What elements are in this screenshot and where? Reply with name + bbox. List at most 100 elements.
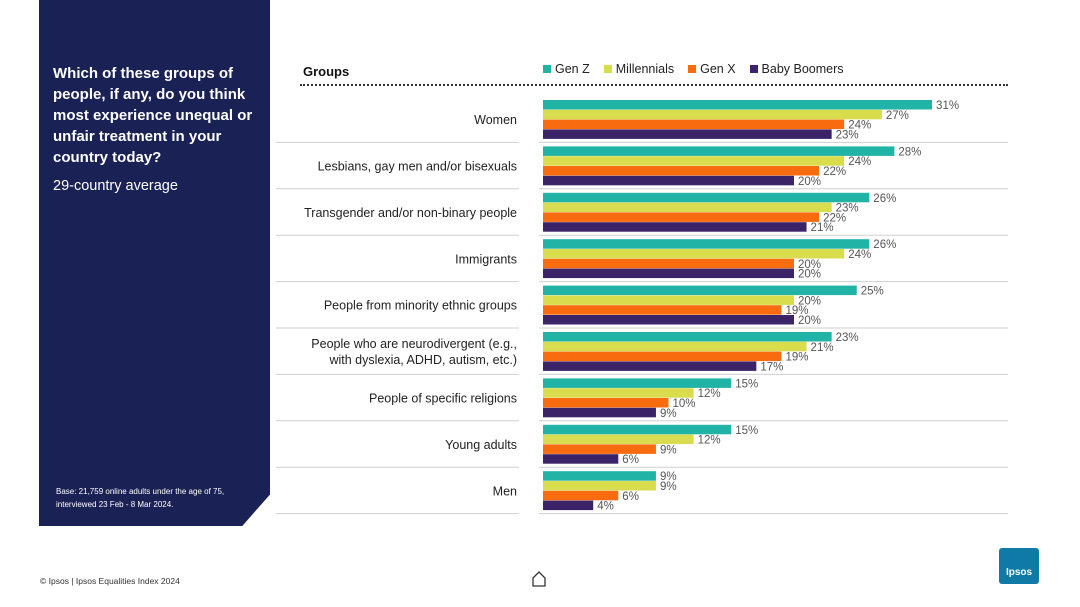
ipsos-logo <box>999 548 1039 584</box>
category-label: Young adults <box>445 438 517 452</box>
bar-baby-boomers-transgender-and-or-non-binary-people <box>543 222 807 232</box>
value-label-baby-boomers-immigrants: 20% <box>798 269 821 281</box>
value-label-gen-x-transgender-and-or-non-binary-people: 22% <box>823 212 846 224</box>
value-label-gen-x-immigrants: 20% <box>798 259 821 271</box>
value-label-baby-boomers-men: 4% <box>597 501 614 513</box>
value-label-baby-boomers-young-adults: 6% <box>622 454 639 466</box>
legend-item-millennials: Millennials <box>603 62 675 76</box>
bar-millennials-women <box>543 109 882 120</box>
bar-baby-boomers-people-who-are-neurodivergent-e-g-with-dyslexia-adhd-autism-etc <box>543 361 757 371</box>
bar-gen-z-lesbians-gay-men-and-or-bisexuals <box>543 146 895 156</box>
value-label-millennials-people-from-minority-ethnic-groups: 20% <box>798 295 821 307</box>
ipsos-logo-text: Ipsos <box>1005 567 1033 578</box>
bar-millennials-men <box>543 481 656 491</box>
value-label-baby-boomers-people-who-are-neurodivergent-e-g-with-dyslexia-adhd-autism-etc: 17% <box>760 361 783 373</box>
value-label-baby-boomers-women: 23% <box>836 129 859 141</box>
bar-millennials-lesbians-gay-men-and-or-bisexuals <box>543 156 845 166</box>
value-label-millennials-immigrants: 24% <box>848 249 871 261</box>
bar-gen-z-people-of-specific-religions <box>543 378 732 388</box>
bar-baby-boomers-lesbians-gay-men-and-or-bisexuals <box>543 175 794 186</box>
legend-item-baby-boomers: Baby Boomers <box>749 62 844 76</box>
category-label: Lesbians, gay men and/or bisexuals <box>318 160 517 174</box>
bar-baby-boomers-people-from-minority-ethnic-groups <box>543 315 794 325</box>
value-label-gen-x-men: 6% <box>622 491 639 503</box>
legend-swatch-gen-z <box>543 65 551 73</box>
value-label-millennials-people-who-are-neurodivergent-e-g-with-dyslexia-adhd-autism-etc: 21% <box>811 342 834 354</box>
bar-millennials-people-of-specific-religions <box>543 388 694 398</box>
bar-gen-x-young-adults <box>543 444 656 454</box>
bar-millennials-people-who-are-neurodivergent-e-g-with-dyslexia-adhd-autism-etc <box>543 341 807 352</box>
bar-gen-x-people-of-specific-religions <box>543 398 669 408</box>
value-label-millennials-lesbians-gay-men-and-or-bisexuals: 24% <box>848 156 871 168</box>
home-icon[interactable] <box>531 570 547 588</box>
category-label: Transgender and/or non-binary people <box>304 206 517 220</box>
category-label: Men <box>493 484 517 498</box>
value-label-gen-x-people-of-specific-religions: 10% <box>673 398 696 410</box>
bar-baby-boomers-women <box>543 129 832 139</box>
category-label: People of specific religions <box>369 392 517 406</box>
footer-source: © Ipsos | Ipsos Equalities Index 2024 <box>40 576 180 586</box>
legend-swatch-gen-x <box>688 65 697 73</box>
value-label-millennials-men: 9% <box>660 481 677 493</box>
legend-swatch-millennials <box>603 65 612 73</box>
value-label-millennials-people-of-specific-religions: 12% <box>698 388 721 400</box>
legend-item-gen-x: Gen X <box>688 62 736 76</box>
value-label-gen-z-immigrants: 26% <box>873 239 896 251</box>
bar-gen-x-immigrants <box>543 258 794 269</box>
bar-baby-boomers-men <box>543 500 594 511</box>
legend-label-gen-z: Gen Z <box>555 62 590 76</box>
groups-heading: Groups <box>303 64 350 79</box>
legend-label-baby-boomers: Baby Boomers <box>761 62 844 76</box>
bar-millennials-transgender-and-or-non-binary-people <box>543 202 832 213</box>
value-label-millennials-transgender-and-or-non-binary-people: 23% <box>836 203 859 215</box>
base-note: Base: 21,759 online adults under the age… <box>56 487 225 509</box>
bar-gen-z-people-who-are-neurodivergent-e-g-with-dyslexia-adhd-autism-etc <box>543 332 832 342</box>
bar-millennials-young-adults <box>543 434 694 445</box>
legend-label-gen-x: Gen X <box>700 62 736 76</box>
category-label: People from minority ethnic groups <box>324 299 517 313</box>
bar-millennials-people-from-minority-ethnic-groups <box>543 295 794 305</box>
bar-gen-x-people-from-minority-ethnic-groups <box>543 305 782 315</box>
value-label-gen-z-transgender-and-or-non-binary-people: 26% <box>873 193 896 205</box>
bar-baby-boomers-young-adults <box>543 454 619 464</box>
bar-baby-boomers-people-of-specific-religions <box>543 407 656 418</box>
bar-gen-z-women <box>543 100 933 110</box>
bar-gen-z-immigrants <box>543 239 870 249</box>
value-label-gen-z-people-who-are-neurodivergent-e-g-with-dyslexia-adhd-autism-etc: 23% <box>836 332 859 344</box>
value-label-baby-boomers-people-from-minority-ethnic-groups: 20% <box>798 315 821 327</box>
header-divider <box>300 84 1008 86</box>
legend-swatch-baby-boomers <box>749 65 758 73</box>
bar-gen-x-lesbians-gay-men-and-or-bisexuals <box>543 166 820 176</box>
question-text: Which of these groups of people, if any,… <box>53 65 253 166</box>
value-label-gen-z-women: 31% <box>936 100 959 112</box>
value-label-gen-x-people-from-minority-ethnic-groups: 19% <box>785 305 808 317</box>
value-label-gen-x-young-adults: 9% <box>660 444 677 456</box>
bar-gen-x-people-who-are-neurodivergent-e-g-with-dyslexia-adhd-autism-etc <box>543 351 782 362</box>
bar-gen-x-transgender-and-or-non-binary-people <box>543 212 820 222</box>
category-label: with dyslexia, ADHD, autism, etc.) <box>328 353 517 367</box>
value-label-millennials-young-adults: 12% <box>698 435 721 447</box>
bar-millennials-immigrants <box>543 249 845 259</box>
subtitle: 29-country average <box>53 178 178 194</box>
value-label-gen-x-people-who-are-neurodivergent-e-g-with-dyslexia-adhd-autism-etc: 19% <box>785 352 808 364</box>
value-label-gen-z-young-adults: 15% <box>735 425 758 437</box>
legend-label-millennials: Millennials <box>615 62 675 76</box>
value-label-gen-z-lesbians-gay-men-and-or-bisexuals: 28% <box>898 146 921 158</box>
bar-gen-z-people-from-minority-ethnic-groups <box>543 285 857 296</box>
bar-baby-boomers-immigrants <box>543 268 794 279</box>
bar-gen-z-young-adults <box>543 424 732 435</box>
question-panel <box>39 0 270 526</box>
value-label-gen-z-people-from-minority-ethnic-groups: 25% <box>861 286 884 298</box>
value-label-gen-x-women: 24% <box>848 120 871 132</box>
bar-gen-z-men <box>543 471 656 481</box>
value-label-baby-boomers-people-of-specific-religions: 9% <box>660 408 677 420</box>
value-label-millennials-women: 27% <box>886 110 909 122</box>
bar-gen-x-women <box>543 119 845 130</box>
value-label-gen-x-lesbians-gay-men-and-or-bisexuals: 22% <box>823 166 846 178</box>
bar-gen-x-men <box>543 490 619 501</box>
bar-gen-z-transgender-and-or-non-binary-people <box>543 192 870 203</box>
value-label-gen-z-people-of-specific-religions: 15% <box>735 378 758 390</box>
legend-item-gen-z: Gen Z <box>543 62 590 76</box>
category-label: Women <box>474 113 517 127</box>
